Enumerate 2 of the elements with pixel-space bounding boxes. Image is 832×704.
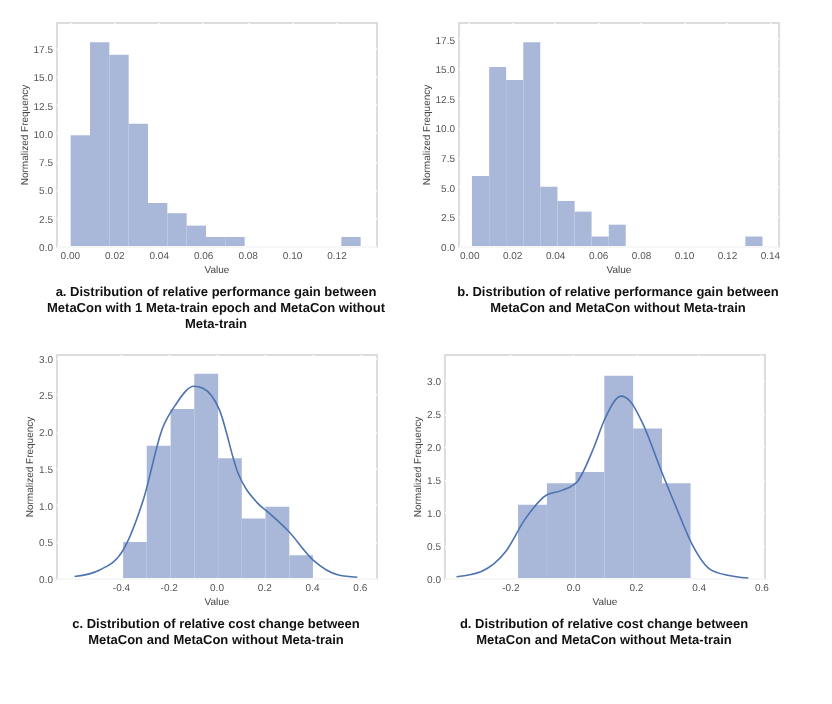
line-series — [73, 385, 359, 579]
line-series — [455, 395, 750, 579]
